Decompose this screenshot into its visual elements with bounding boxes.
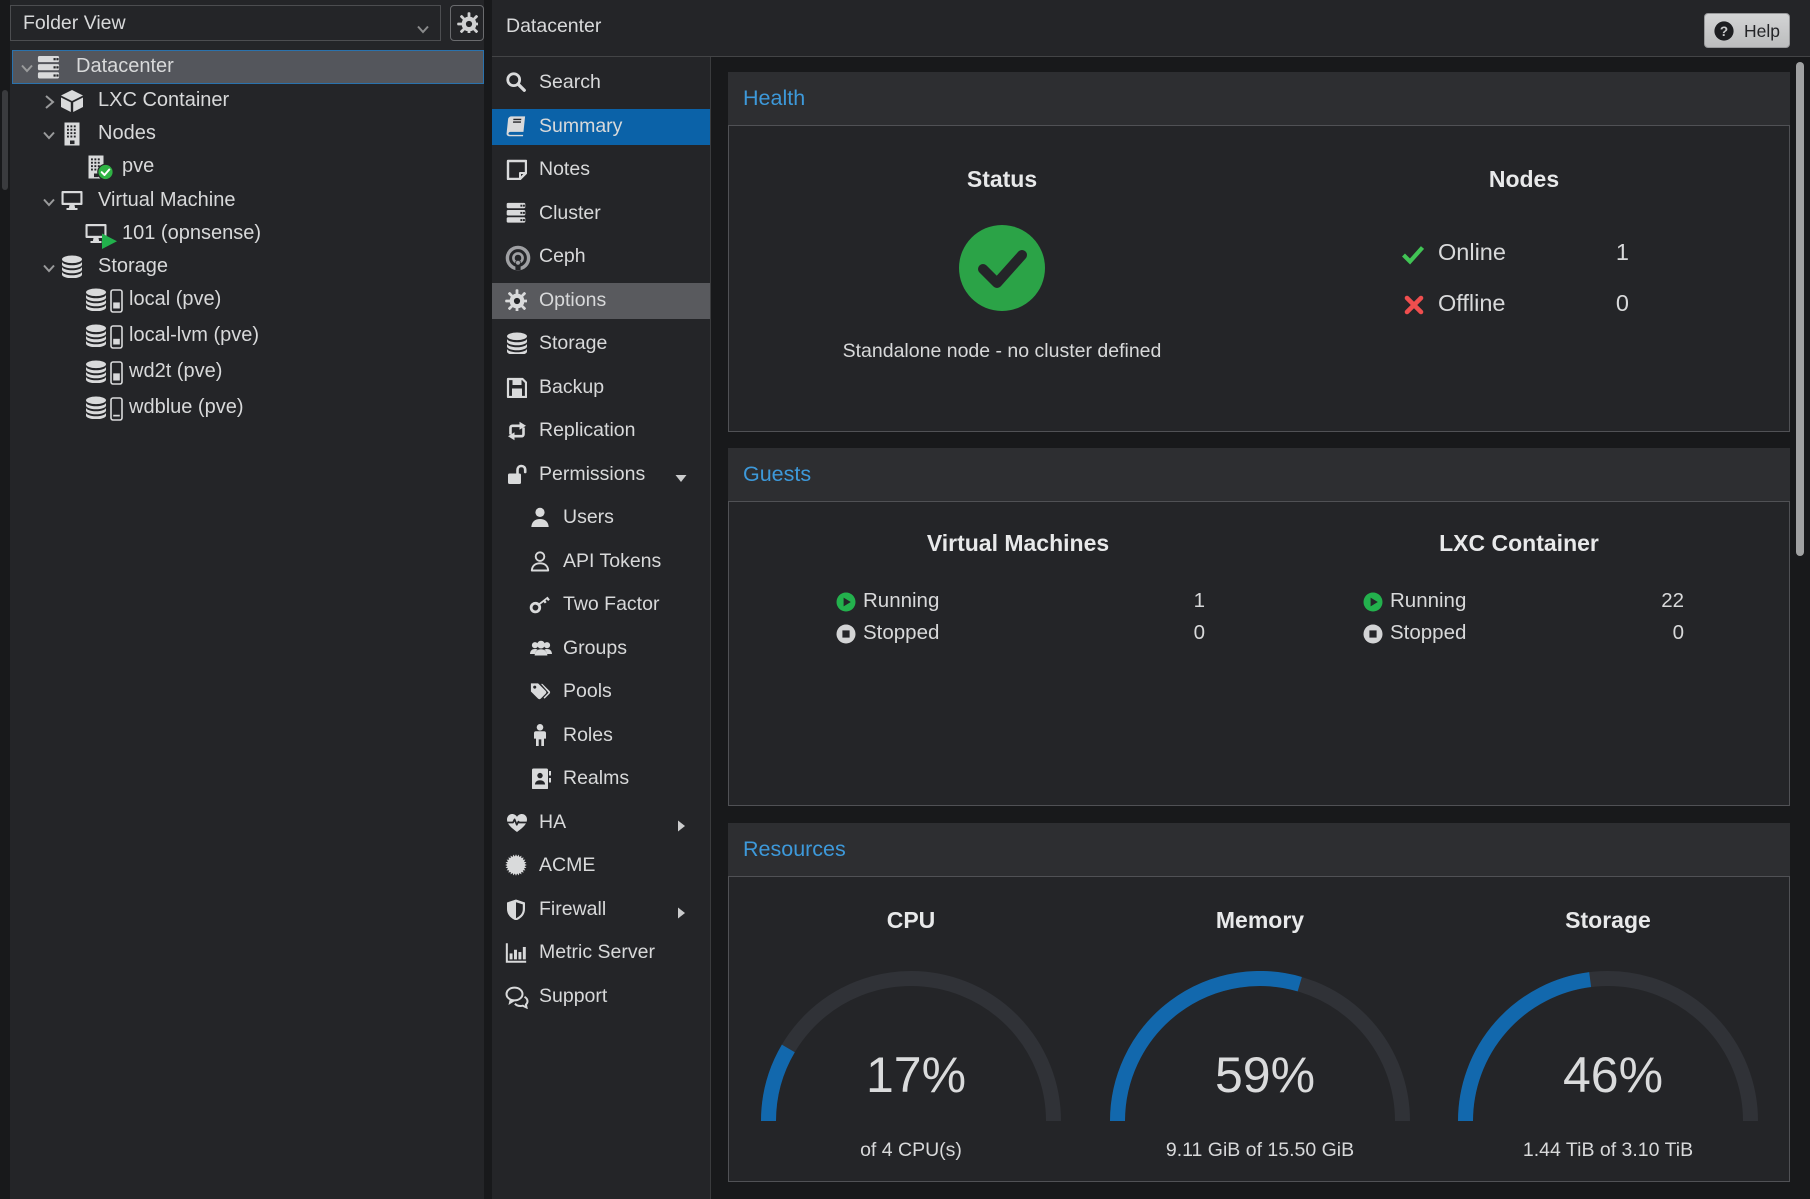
svg-text:?: ? bbox=[1720, 24, 1728, 39]
